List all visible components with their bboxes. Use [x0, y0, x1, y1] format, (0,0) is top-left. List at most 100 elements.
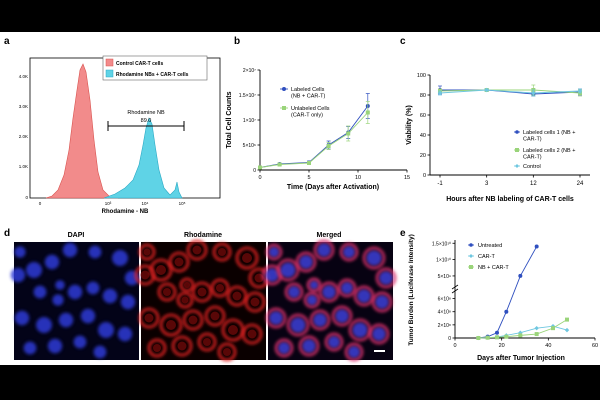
panel-e-point [495, 335, 499, 340]
panel-c-point [484, 87, 489, 93]
panel-e-point [564, 327, 570, 333]
merged-nucleus [312, 312, 328, 328]
dapi-nucleus [36, 317, 52, 333]
micro-title-merged: Merged [317, 232, 342, 239]
panel-b-xtick-label: 5 [307, 175, 310, 181]
legend-unlabeled-line2: (CAR-T only) [291, 113, 323, 119]
merged-nucleus [374, 294, 390, 310]
panel-e-point [534, 244, 539, 249]
rhodamine-cell-core [223, 348, 231, 356]
merged-cell [295, 251, 317, 273]
panel-b-point [307, 161, 311, 165]
bottom-letterbox [0, 365, 600, 400]
panel-e-xtick-label: 60 [592, 343, 598, 349]
rhodamine-cell [149, 258, 173, 282]
panel-a-legend [102, 55, 208, 81]
merged-nucleus [277, 341, 291, 355]
dapi-nucleus [93, 345, 107, 359]
panel-e-ytick-label: 5×10⁹ [438, 274, 451, 280]
rhodamine-cell-core [188, 315, 198, 325]
merged-nucleus [334, 308, 350, 324]
dapi-nucleus [86, 281, 100, 295]
legend-lc2-text: Labeled cells 2 (NB + CAR-T) [523, 148, 575, 161]
legend-labeled-line2: (NB + CAR-T) [291, 94, 326, 100]
rhodamine-cell [191, 281, 213, 303]
rhodamine-cell [179, 277, 195, 293]
panel-c-series-line [440, 89, 581, 95]
merged-cell [313, 239, 335, 261]
merged-cell [371, 291, 393, 313]
legend-marker-labeled [282, 87, 286, 91]
legend-labeled-text: Labeled Cells (NB + CAR-T) [291, 87, 326, 100]
merged-cell [274, 338, 294, 358]
rhodamine-cell-core [166, 320, 176, 330]
dapi-nucleus [67, 284, 83, 300]
panel-c-point [577, 88, 583, 94]
legend-marker-lc2 [515, 148, 519, 152]
dapi-nucleus [14, 246, 26, 258]
axis-break-mark [451, 284, 459, 290]
rhodamine-cell [210, 278, 230, 298]
merged-nucleus [327, 335, 341, 349]
rhodamine-cell [244, 291, 266, 313]
control-histogram [45, 63, 119, 199]
dapi-nucleus [33, 285, 47, 299]
legend-lc1-text: Labeled cells 1 (NB + CAR-T) [523, 130, 575, 143]
panel-e-point [518, 273, 523, 278]
merged-cell [306, 277, 322, 293]
panel-b-ytick-label: 1×10⁷ [243, 118, 256, 124]
rhodamine-cell [226, 285, 248, 307]
rhodamine-cell-core [140, 270, 150, 280]
panel-a-histogram: 4.0K 3.0K 2.0K 1.0K 0 Rhodamine NB 89.0 … [19, 55, 221, 215]
panel-e-ytick-label: 6×10⁸ [438, 297, 451, 303]
panel-e-ylabel: Tumor Burden (Luciferase Intensity) [408, 234, 415, 345]
merged-cell [298, 335, 320, 357]
dapi-nucleus [62, 242, 78, 258]
legend-lc1-line1: Labeled cells 1 (NB + [523, 130, 575, 136]
legend-marker-untreated [469, 243, 473, 247]
panel-c-ytick-label: 100 [417, 73, 426, 79]
legend-unlabeled-text: Unlabeled Cells (CAR-T only) [291, 106, 330, 119]
panel-b-xtick-label: 0 [258, 175, 261, 181]
panel-letter-d: d [4, 228, 10, 239]
panel-e-point [504, 334, 509, 339]
rhodamine-cell-core [174, 257, 184, 267]
merged-nucleus [366, 250, 382, 266]
merged-cell [339, 242, 359, 262]
panel-e-point [485, 335, 490, 340]
rhodamine-cell [168, 251, 190, 273]
legend-labeled-line1: Labeled Cells [291, 87, 325, 93]
merged-nucleus [378, 270, 394, 286]
panel-e-ytick-label: 0 [448, 336, 451, 342]
dapi-nucleus [47, 338, 63, 354]
dapi-nucleus [52, 294, 64, 306]
merged-nucleus [268, 310, 284, 326]
rhodamine-cell [197, 332, 217, 352]
scale-bar [374, 350, 385, 352]
rhodamine-cell [171, 335, 193, 357]
panel-letter-c: c [400, 36, 406, 47]
merged-nucleus [290, 317, 306, 333]
dapi-nucleus [44, 254, 60, 270]
merged-cell [265, 307, 287, 329]
merged-nucleus [347, 345, 361, 359]
rhodamine-cell-core [203, 338, 211, 346]
axis-break-mark [451, 288, 459, 294]
rhodamine-cell [159, 313, 183, 337]
dapi-nucleus [23, 341, 37, 355]
merged-cell [261, 264, 283, 286]
panel-b-ytick-label: 5×10⁶ [243, 143, 256, 149]
panel-e-point [495, 330, 499, 335]
panel-c-point [437, 90, 443, 96]
merged-cell [368, 323, 390, 345]
merged-cell [324, 332, 344, 352]
panel-e-ytick-label: 1.5×10¹⁰ [432, 241, 451, 247]
panel-b-point [346, 131, 351, 136]
rhodamine-cell [138, 243, 156, 261]
micro-title-rhodamine: Rhodamine [184, 232, 222, 239]
rhodamine-cell-core [163, 288, 171, 296]
panel-e-point [518, 333, 523, 338]
merged-nucleus [321, 284, 337, 300]
panel-e-ytick-label: 4×10⁸ [438, 310, 451, 316]
panel-b-ytick-label: 0 [253, 168, 256, 174]
